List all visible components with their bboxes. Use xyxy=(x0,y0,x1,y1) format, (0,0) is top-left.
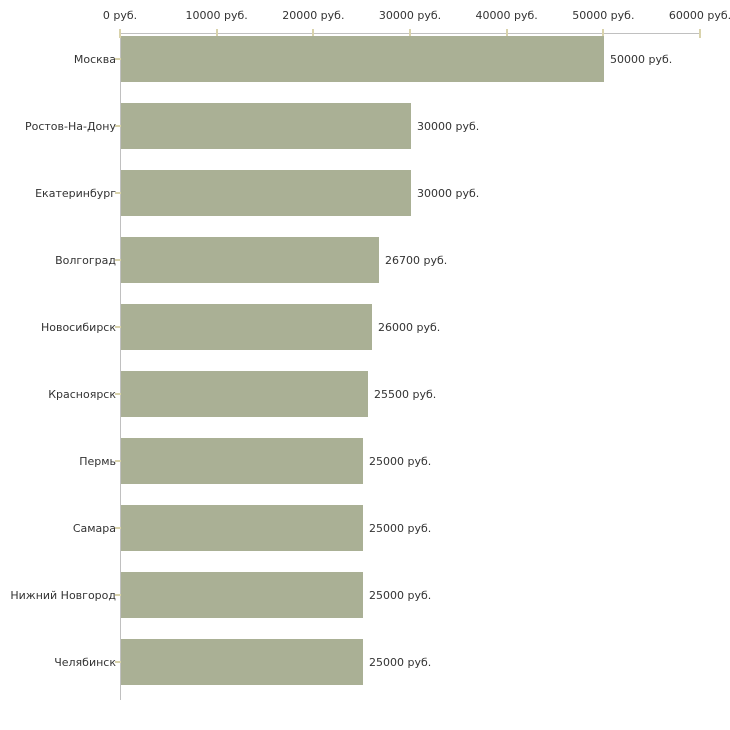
x-axis-tick xyxy=(215,29,218,38)
bar xyxy=(121,505,363,551)
y-axis-tick xyxy=(115,192,121,194)
bar xyxy=(121,170,411,216)
value-label: 25000 руб. xyxy=(369,521,432,535)
category-label: Волгоград xyxy=(55,253,116,267)
value-label: 30000 руб. xyxy=(417,119,480,133)
y-axis-line xyxy=(120,33,121,700)
category-label: Самара xyxy=(72,521,116,535)
x-axis-tick xyxy=(699,29,701,38)
bar xyxy=(121,304,372,350)
value-label: 50000 руб. xyxy=(610,52,673,66)
y-axis-tick xyxy=(115,125,121,127)
chart-row: Екатеринбург 30000 руб. xyxy=(0,170,730,216)
bar xyxy=(121,103,411,149)
value-label: 25000 руб. xyxy=(369,588,432,602)
y-axis-tick xyxy=(115,58,121,60)
x-tick-label: 30000 руб. xyxy=(378,9,442,22)
chart-row: Нижний Новгород 25000 руб. xyxy=(0,572,730,618)
chart-row: Новосибирск 26000 руб. xyxy=(0,304,730,350)
category-label: Новосибирск xyxy=(40,320,116,334)
bar xyxy=(121,438,363,484)
bar xyxy=(121,639,363,685)
chart-row: Красноярск 25500 руб. xyxy=(0,371,730,417)
y-axis-tick xyxy=(115,527,121,529)
y-axis-tick xyxy=(115,594,121,596)
category-label: Челябинск xyxy=(54,655,116,669)
y-axis-tick xyxy=(115,393,121,395)
chart-row: Волгоград 26700 руб. xyxy=(0,237,730,283)
chart-row: Пермь 25000 руб. xyxy=(0,438,730,484)
x-axis-tick xyxy=(409,29,411,38)
category-label: Нижний Новгород xyxy=(10,588,116,602)
y-axis-tick xyxy=(115,326,121,328)
category-label: Екатеринбург xyxy=(35,186,116,200)
value-label: 26000 руб. xyxy=(378,320,441,334)
x-axis-tick xyxy=(602,29,605,38)
y-axis-tick xyxy=(115,661,121,663)
x-tick-label: 50000 руб. xyxy=(572,9,635,22)
bar xyxy=(121,371,368,417)
x-tick-label: 0 руб. xyxy=(102,9,138,22)
y-axis-tick xyxy=(115,259,121,261)
y-axis-tick xyxy=(115,460,121,462)
x-tick-label: 20000 руб. xyxy=(282,9,345,22)
x-tick-label: 40000 руб. xyxy=(475,9,538,22)
value-label: 25000 руб. xyxy=(369,655,432,669)
bar xyxy=(121,36,604,82)
value-label: 25000 руб. xyxy=(369,454,432,468)
x-axis-tick xyxy=(505,29,508,38)
category-label: Пермь xyxy=(79,454,116,468)
value-label: 30000 руб. xyxy=(417,186,480,200)
chart-row: Челябинск 25000 руб. xyxy=(0,639,730,685)
chart-row: Самара 25000 руб. xyxy=(0,505,730,551)
x-axis-tick xyxy=(119,29,121,38)
x-tick-label: 10000 руб. xyxy=(185,9,248,22)
chart-row: Москва 50000 руб. xyxy=(0,36,730,82)
chart-row: Ростов-На-Дону 30000 руб. xyxy=(0,103,730,149)
value-label: 25500 руб. xyxy=(374,387,437,401)
category-label: Красноярск xyxy=(48,387,116,401)
x-axis-tick xyxy=(312,29,315,38)
category-label: Москва xyxy=(73,52,116,66)
value-label: 26700 руб. xyxy=(385,253,448,267)
x-tick-label: 60000 руб. xyxy=(668,9,730,22)
bar xyxy=(121,237,379,283)
bar xyxy=(121,572,363,618)
category-label: Ростов-На-Дону xyxy=(24,119,116,133)
